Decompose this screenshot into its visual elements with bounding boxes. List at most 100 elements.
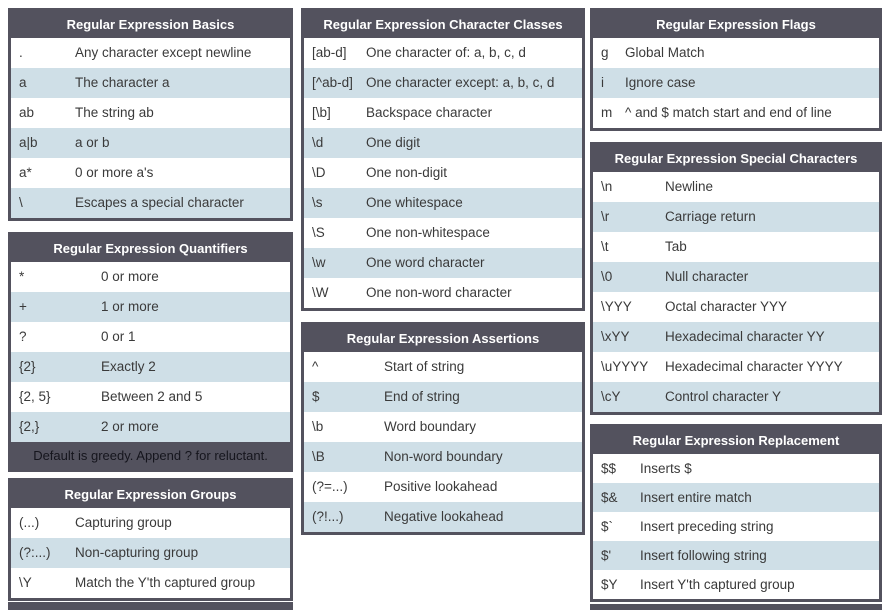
pattern-cell: ab [19, 105, 35, 120]
table-row: \YYY Octal character YYY [593, 292, 879, 322]
table-row: [\b] Backspace character [304, 98, 582, 128]
pattern-cell: [\b] [312, 105, 331, 120]
description-cell: Global Match [625, 45, 705, 60]
pattern-cell: \ [19, 195, 23, 210]
pattern-cell: \W [312, 285, 329, 300]
table-row: ab The string ab [11, 98, 290, 128]
description-cell: Ignore case [625, 75, 696, 90]
table-title: Regular Expression Assertions [304, 325, 582, 352]
table-row: a The character a [11, 68, 290, 98]
table-row: a* 0 or more a's [11, 158, 290, 188]
description-cell: Insert preceding string [640, 519, 774, 534]
table-row: $Y Insert Y'th captured group [593, 570, 879, 599]
pattern-cell: \Y [19, 575, 32, 590]
description-cell: Capturing group [75, 515, 172, 530]
description-cell: Hexadecimal character YYYY [665, 359, 843, 374]
description-cell: Negative lookahead [384, 509, 504, 524]
table-row: \D One non-digit [304, 158, 582, 188]
description-cell: One character of: a, b, c, d [366, 45, 526, 60]
table-row: g Global Match [593, 38, 879, 68]
pattern-cell: \D [312, 165, 326, 180]
table-row: \xYY Hexadecimal character YY [593, 322, 879, 352]
table-row: \ Escapes a special character [11, 188, 290, 218]
pattern-cell: * [19, 269, 25, 284]
table-row: \cY Control character Y [593, 382, 879, 412]
table-regex-quantifiers: Regular Expression Quantifiers * 0 or more… [8, 232, 293, 472]
description-cell: a or b [75, 135, 110, 150]
table-row: $& Insert entire match [593, 483, 879, 512]
description-cell: Exactly 2 [101, 359, 156, 374]
table-regex-groups: Regular Expression Groups (...) Capturing … [8, 478, 293, 601]
table-regex-assertions: Regular Expression Assertions ^ Start of s… [301, 322, 585, 535]
pattern-cell: ? [19, 329, 27, 344]
description-cell: Carriage return [665, 209, 756, 224]
description-cell: One non-digit [366, 165, 448, 180]
table-row: \S One non-whitespace [304, 218, 582, 248]
description-cell: Octal character YYY [665, 299, 788, 314]
pattern-cell: \0 [601, 269, 613, 284]
description-cell: 0 or 1 [101, 329, 136, 344]
table-row: {2} Exactly 2 [11, 352, 290, 382]
description-cell: Backspace character [366, 105, 493, 120]
pattern-cell: \b [312, 419, 324, 434]
pattern-cell: $ [312, 389, 320, 404]
description-cell: Null character [665, 269, 749, 284]
table-row: $ End of string [304, 382, 582, 412]
pattern-cell: [ab-d] [312, 45, 347, 60]
pattern-cell: {2} [19, 359, 36, 374]
table-row: \s One whitespace [304, 188, 582, 218]
table-regex-special-characters: Regular Expression Special Characters \n N… [590, 142, 882, 415]
table-row: (?!...) Negative lookahead [304, 502, 582, 532]
description-cell: One non-whitespace [366, 225, 490, 240]
description-cell: Hexadecimal character YY [665, 329, 825, 344]
table-row: [^ab-d] One character except: a, b, c, d [304, 68, 582, 98]
pattern-cell: i [601, 75, 604, 90]
description-cell: Start of string [384, 359, 465, 374]
pattern-cell: a [19, 75, 27, 90]
table-row: $` Insert preceding string [593, 512, 879, 541]
table-row: i Ignore case [593, 68, 879, 98]
table-regex-flags: Regular Expression Flags g Global Match i Ig… [590, 8, 882, 131]
table-row: {2,} 2 or more [11, 412, 290, 442]
pattern-cell: \YYY [601, 299, 632, 314]
table-row: \w One word character [304, 248, 582, 278]
pattern-cell: \t [601, 239, 609, 254]
pattern-cell: \d [312, 135, 324, 150]
pattern-cell: (...) [19, 515, 40, 530]
pattern-cell: \uYYYY [601, 359, 649, 374]
table-row: \0 Null character [593, 262, 879, 292]
pattern-cell: $' [601, 548, 612, 563]
table-title: Regular Expression Groups [11, 481, 290, 508]
table-row: [ab-d] One character of: a, b, c, d [304, 38, 582, 68]
table-row: $' Insert following string [593, 541, 879, 570]
description-cell: One word character [366, 255, 485, 270]
table-row: \n Newline [593, 172, 879, 202]
table-regex-replacement: Regular Expression Replacement $$ Inserts … [590, 424, 882, 602]
table-row: \d One digit [304, 128, 582, 158]
description-cell: Tab [665, 239, 687, 254]
table-footer-note: Default is greedy. Append ? for reluctan… [11, 442, 290, 469]
table-title: Regular Expression Character Classes [304, 11, 582, 38]
pattern-cell: {2, 5} [19, 389, 51, 404]
pattern-cell: (?:...) [19, 545, 51, 560]
description-cell: 1 or more [101, 299, 159, 314]
table-row: \W One non-word character [304, 278, 582, 308]
pattern-cell: \w [312, 255, 326, 270]
table-title: Regular Expression Quantifiers [11, 235, 290, 262]
table-regex-character-classes: Regular Expression Character Classes [ab-… [301, 8, 585, 311]
pattern-cell: \S [312, 225, 325, 240]
description-cell: 0 or more a's [75, 165, 154, 180]
description-cell: One digit [366, 135, 421, 150]
table-row: $$ Inserts $ [593, 454, 879, 483]
pattern-cell: $Y [601, 577, 618, 592]
description-cell: The character a [75, 75, 170, 90]
table-row: \t Tab [593, 232, 879, 262]
table-row: \Y Match the Y'th captured group [11, 568, 290, 598]
description-cell: Control character Y [665, 389, 782, 404]
table-row: . Any character except newline [11, 38, 290, 68]
table-row: (?=...) Positive lookahead [304, 472, 582, 502]
description-cell: Any character except newline [75, 45, 252, 60]
table-row: (?:...) Non-capturing group [11, 538, 290, 568]
pattern-cell: (?!...) [312, 509, 344, 524]
